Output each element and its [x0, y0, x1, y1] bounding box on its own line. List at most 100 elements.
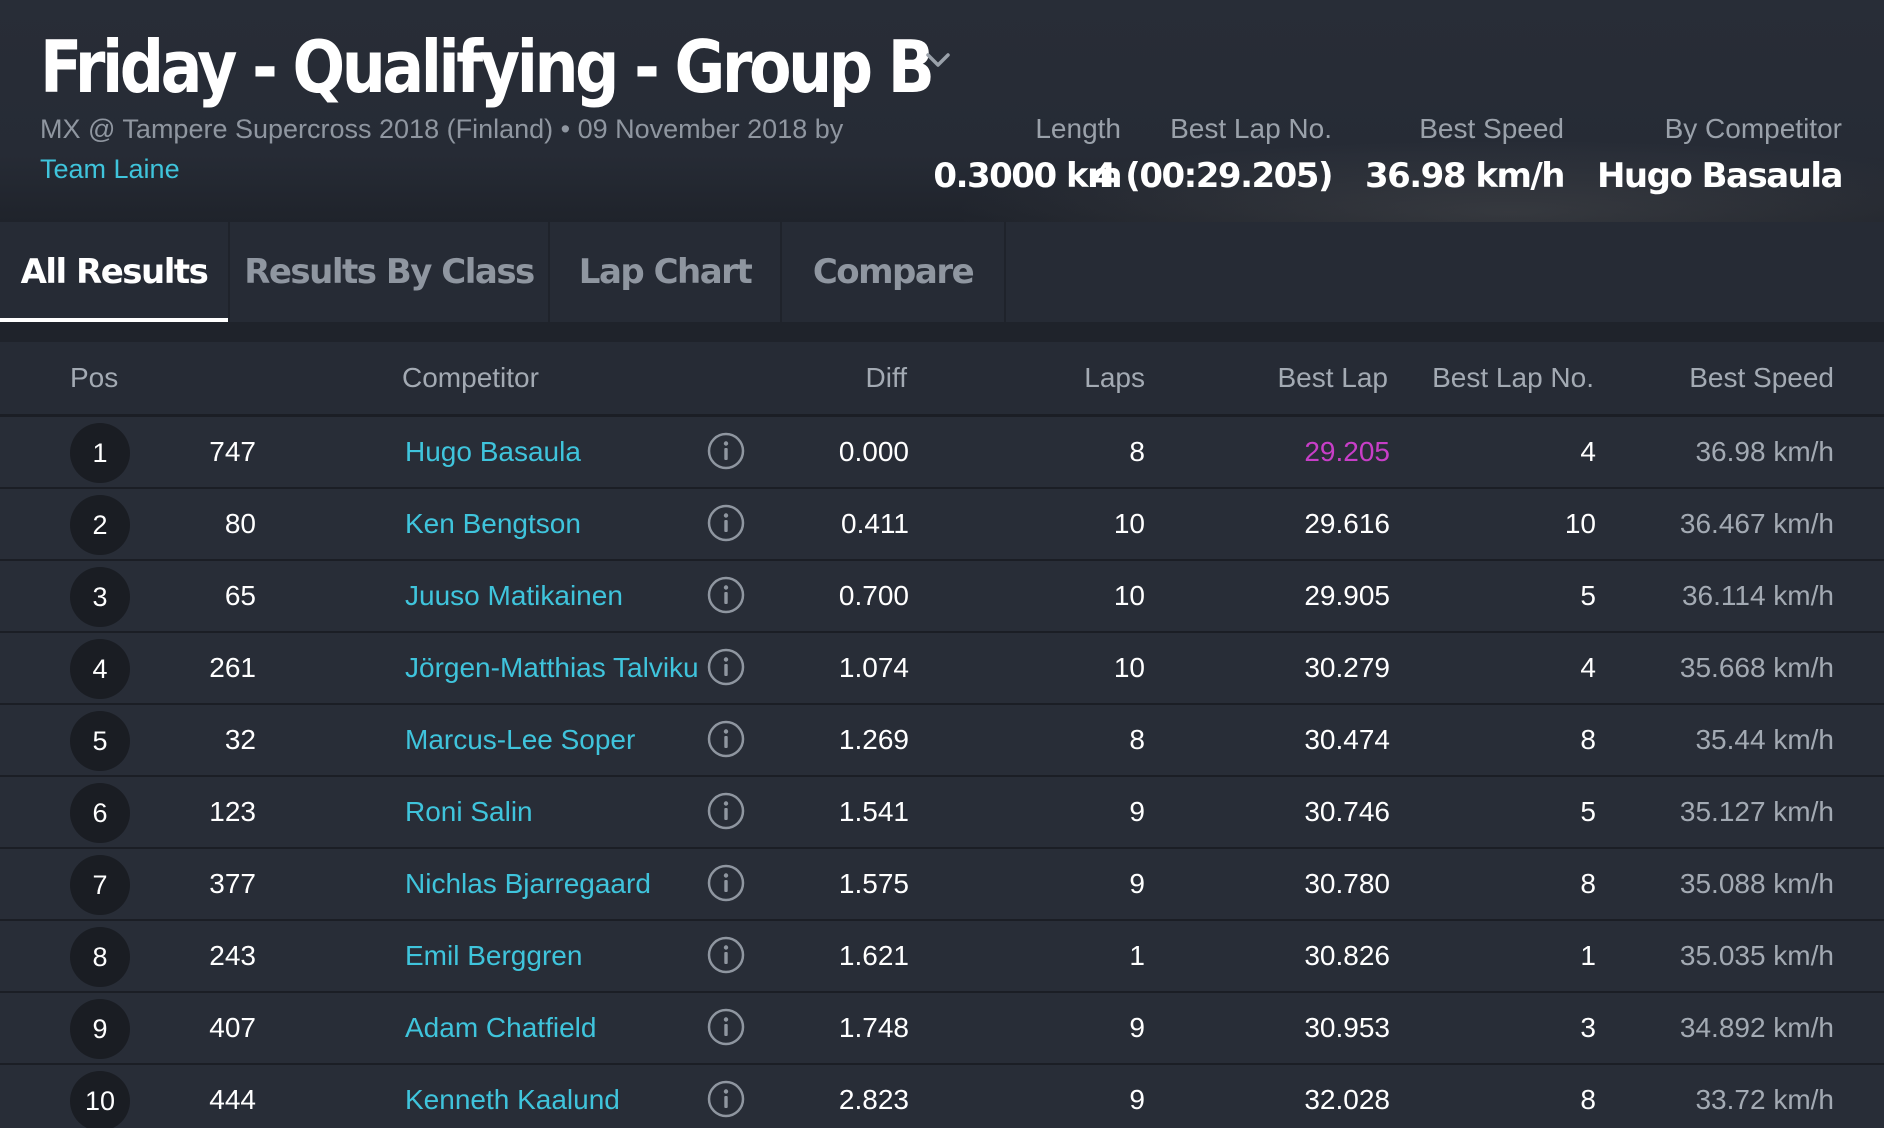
table-row[interactable]: 8 243 Emil Berggren 1.621 1 30.826 1 35.…: [0, 921, 1884, 993]
position-badge: 4: [70, 639, 130, 699]
laps-value: 10: [1113, 580, 1145, 611]
table-row[interactable]: 3 65 Juuso Matikainen 0.700 10 29.905 5 …: [0, 561, 1884, 633]
stat-label: Length: [1035, 113, 1121, 144]
stat-best-speed: Best Speed 36.98 km/h: [1365, 112, 1566, 196]
competitor-name-link[interactable]: Adam Chatfield: [405, 1012, 597, 1043]
diff-value: 0.000: [838, 436, 909, 467]
best-speed-value: 35.668 km/h: [1679, 652, 1834, 683]
best-speed-value: 36.467 km/h: [1679, 508, 1834, 539]
competitor-number: 65: [224, 580, 256, 611]
stat-by-competitor: By Competitor Hugo Basaula: [1597, 112, 1844, 196]
column-header-pos[interactable]: Pos: [70, 362, 119, 393]
competitor-name-link[interactable]: Kenneth Kaalund: [405, 1084, 620, 1115]
info-icon[interactable]: [706, 575, 746, 615]
table-row[interactable]: 1 747 Hugo Basaula 0.000 8 29.205 4 36.9…: [0, 417, 1884, 489]
table-row[interactable]: 2 80 Ken Bengtson 0.411 10 29.616 10 36.…: [0, 489, 1884, 561]
tab-all-results[interactable]: All Results: [0, 222, 230, 322]
laps-value: 9: [1129, 1012, 1145, 1043]
competitor-number: 123: [209, 796, 256, 827]
column-header-best-speed[interactable]: Best Speed: [1689, 362, 1834, 393]
best-speed-value: 33.72 km/h: [1695, 1084, 1834, 1115]
laps-value: 8: [1129, 436, 1145, 467]
best-lap-value: 30.953: [1304, 1012, 1390, 1043]
competitor-name-link[interactable]: Ken Bengtson: [405, 508, 581, 539]
event-subtitle: MX @ Tampere Supercross 2018 (Finland) •…: [40, 114, 844, 144]
best-speed-value: 34.892 km/h: [1679, 1012, 1834, 1043]
diff-value: 2.823: [838, 1084, 909, 1115]
laps-value: 1: [1129, 940, 1145, 971]
competitor-name-link[interactable]: Hugo Basaula: [405, 436, 581, 467]
table-header: Pos Competitor Diff Laps Best Lap Best L…: [0, 342, 1884, 417]
session-title: Friday - Qualifying - Group B: [40, 25, 935, 109]
tab-results-by-class[interactable]: Results By Class: [230, 222, 550, 322]
best-lap-no-value: 4: [1580, 652, 1596, 683]
competitor-name-link[interactable]: Marcus-Lee Soper: [405, 724, 636, 755]
best-lap-no-value: 8: [1580, 724, 1596, 755]
competitor-number: 377: [209, 868, 256, 899]
info-icon[interactable]: [706, 863, 746, 903]
results-tabs: All Results Results By Class Lap Chart C…: [0, 222, 1884, 322]
results-table: Pos Competitor Diff Laps Best Lap Best L…: [0, 342, 1884, 1128]
competitor-name-link[interactable]: Jörgen-Matthias Talviku: [405, 652, 699, 683]
table-row[interactable]: 5 32 Marcus-Lee Soper 1.269 8 30.474 8 3…: [0, 705, 1884, 777]
best-lap-value: 30.474: [1304, 724, 1390, 755]
stat-value: 4 (00:29.205): [1092, 156, 1334, 196]
competitor-number: 747: [209, 436, 256, 467]
position-badge: 2: [70, 495, 130, 555]
info-icon[interactable]: [706, 1007, 746, 1047]
session-header: Friday - Qualifying - Group B MX @ Tampe…: [0, 0, 1884, 222]
competitor-name-link[interactable]: Nichlas Bjarregaard: [405, 868, 651, 899]
competitor-name-link[interactable]: Juuso Matikainen: [405, 580, 623, 611]
position-badge: 1: [70, 423, 130, 483]
info-icon[interactable]: [706, 431, 746, 471]
diff-value: 0.411: [841, 508, 909, 539]
info-icon[interactable]: [706, 503, 746, 543]
table-row[interactable]: 7 377 Nichlas Bjarregaard 1.575 9 30.780…: [0, 849, 1884, 921]
best-lap-value: 30.826: [1304, 940, 1390, 971]
competitor-name-link[interactable]: Emil Berggren: [405, 940, 583, 971]
laps-value: 10: [1113, 652, 1145, 683]
laps-value: 8: [1129, 724, 1145, 755]
tab-compare[interactable]: Compare: [782, 222, 1006, 322]
chevron-down-icon[interactable]: [918, 40, 958, 80]
column-header-diff[interactable]: Diff: [865, 362, 908, 393]
info-icon[interactable]: [706, 1079, 746, 1119]
position-badge: 5: [70, 711, 130, 771]
best-speed-value: 35.127 km/h: [1679, 796, 1834, 827]
best-speed-value: 35.035 km/h: [1679, 940, 1834, 971]
tab-lap-chart[interactable]: Lap Chart: [550, 222, 782, 322]
info-icon[interactable]: [706, 791, 746, 831]
diff-value: 0.700: [838, 580, 909, 611]
column-header-laps[interactable]: Laps: [1084, 362, 1145, 393]
position-badge: 8: [70, 927, 130, 987]
info-icon[interactable]: [706, 719, 746, 759]
best-speed-value: 35.44 km/h: [1695, 724, 1834, 755]
position-badge: 3: [70, 567, 130, 627]
diff-value: 1.575: [838, 868, 909, 899]
column-header-best-lap-no[interactable]: Best Lap No.: [1432, 362, 1594, 393]
table-row[interactable]: 6 123 Roni Salin 1.541 9 30.746 5 35.127…: [0, 777, 1884, 849]
diff-value: 1.541: [838, 796, 909, 827]
section-divider: [0, 322, 1884, 342]
best-lap-value: 29.616: [1304, 508, 1390, 539]
column-header-best-lap[interactable]: Best Lap: [1277, 362, 1388, 393]
laps-value: 9: [1129, 1084, 1145, 1115]
column-header-competitor[interactable]: Competitor: [402, 362, 539, 393]
competitor-number: 243: [209, 940, 256, 971]
table-row[interactable]: 10 444 Kenneth Kaalund 2.823 9 32.028 8 …: [0, 1065, 1884, 1128]
position-badge: 9: [70, 999, 130, 1059]
best-lap-no-value: 10: [1564, 508, 1596, 539]
best-lap-no-value: 8: [1580, 1084, 1596, 1115]
position-badge: 7: [70, 855, 130, 915]
info-icon[interactable]: [706, 647, 746, 687]
laps-value: 9: [1129, 868, 1145, 899]
competitor-number: 444: [209, 1084, 256, 1115]
info-icon[interactable]: [706, 935, 746, 975]
position-badge: 6: [70, 783, 130, 843]
table-row[interactable]: 4 261 Jörgen-Matthias Talviku 1.074 10 3…: [0, 633, 1884, 705]
table-row[interactable]: 9 407 Adam Chatfield 1.748 9 30.953 3 34…: [0, 993, 1884, 1065]
organizer-link[interactable]: Team Laine: [40, 154, 180, 184]
best-lap-value: 29.205: [1304, 436, 1390, 467]
title-row: Friday - Qualifying - Group B: [40, 22, 1077, 112]
competitor-name-link[interactable]: Roni Salin: [405, 796, 533, 827]
